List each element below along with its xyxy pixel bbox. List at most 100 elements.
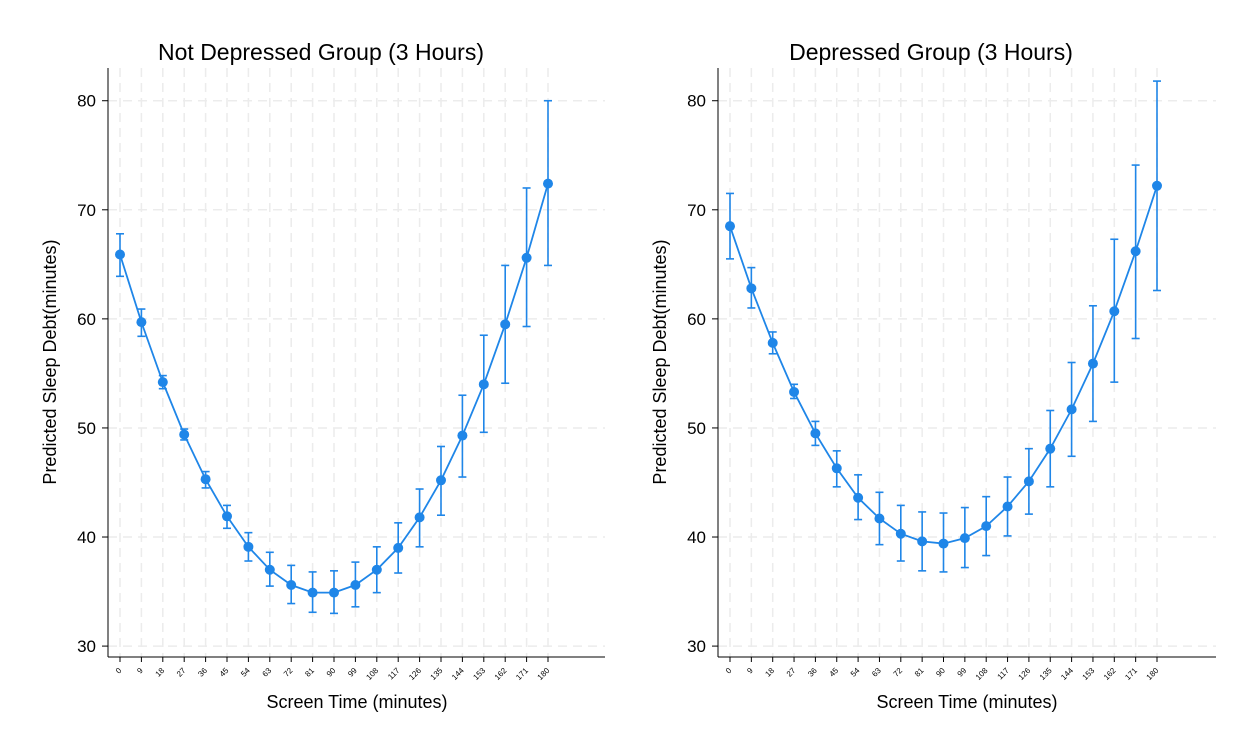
y-tick-label: 70 [687, 201, 706, 220]
x-tick-label: 36 [806, 666, 819, 679]
y-tick-label: 40 [77, 528, 96, 547]
data-point [725, 221, 735, 232]
data-point [243, 541, 254, 552]
x-tick-label: 54 [849, 666, 862, 679]
x-tick-label: 144 [1059, 666, 1075, 682]
data-point [1087, 358, 1098, 369]
data-point [157, 377, 168, 388]
y-tick-label: 40 [687, 528, 706, 547]
data-point [543, 178, 553, 189]
series [725, 80, 1162, 573]
y-axis-label: Predicted Sleep Debt(minutes) [40, 239, 60, 484]
data-point [393, 542, 404, 553]
x-tick-label: 18 [763, 666, 776, 679]
x-tick-label: 162 [493, 666, 509, 682]
data-point [1023, 476, 1034, 487]
x-tick-label: 54 [239, 666, 252, 679]
data-point [746, 283, 757, 294]
x-tick-label: 99 [346, 666, 359, 679]
data-point [222, 511, 232, 522]
x-tick-label: 126 [1017, 666, 1033, 682]
data-point [200, 474, 211, 485]
x-tick-label: 135 [429, 666, 445, 682]
x-tick-label: 180 [536, 666, 552, 682]
x-tick-label: 99 [956, 666, 969, 679]
y-tick-label: 30 [687, 637, 706, 656]
data-point [115, 249, 125, 260]
x-axis-label: Screen Time (minutes) [876, 692, 1057, 712]
x-tick-label: 90 [325, 666, 338, 679]
data-point [874, 513, 885, 524]
data-point [767, 337, 778, 348]
data-point [350, 580, 361, 591]
data-point [789, 386, 800, 397]
x-tick-label: 0 [724, 666, 734, 676]
data-point [938, 538, 949, 549]
data-point [436, 475, 446, 486]
y-tick-label: 60 [687, 310, 706, 329]
data-point [136, 317, 147, 328]
x-tick-label: 162 [1102, 666, 1118, 682]
x-tick-label: 9 [135, 666, 145, 676]
chart-panel-2: 30 40 50 60 70 80 0 9 18 27 36 45 54 63 72 81 90 99 108 117… [650, 39, 1216, 712]
y-axis-label: Predicted Sleep Debt(minutes) [650, 239, 670, 484]
y-tick-label: 80 [77, 92, 96, 111]
x-axis-label: Screen Time (minutes) [266, 692, 447, 712]
x-tick-label: 72 [892, 666, 905, 679]
data-point [895, 528, 906, 539]
data-point [329, 587, 339, 598]
chart-title: Depressed Group (3 Hours) [789, 39, 1073, 65]
x-tick-label: 72 [282, 666, 295, 679]
x-tick-label: 126 [407, 666, 423, 682]
data-point [1066, 404, 1077, 415]
data-point [1152, 180, 1162, 191]
y-tick-label: 70 [77, 201, 96, 220]
data-point [521, 252, 532, 263]
data-point [414, 512, 425, 523]
y-tick-label: 50 [77, 419, 96, 438]
x-tick-label: 0 [114, 666, 124, 676]
data-point [1002, 501, 1013, 512]
x-tick-label: 135 [1038, 666, 1054, 682]
data-point [1045, 443, 1056, 454]
x-tick-label: 171 [1123, 666, 1139, 682]
x-tick-label: 27 [785, 666, 798, 679]
data-point [286, 580, 297, 591]
y-tick-label: 60 [77, 310, 96, 329]
x-tick-label: 36 [196, 666, 209, 679]
data-point [179, 429, 190, 440]
data-point [810, 428, 821, 439]
chart-title: Not Depressed Group (3 Hours) [158, 39, 484, 65]
x-tick-label: 90 [934, 666, 947, 679]
x-tick-label: 108 [364, 666, 380, 682]
x-tick-label: 63 [870, 666, 883, 679]
x-tick-label: 9 [745, 666, 755, 676]
x-tick-label: 63 [261, 666, 274, 679]
x-tick-label: 81 [913, 666, 926, 679]
data-point [371, 564, 382, 575]
data-point [981, 521, 992, 532]
data-point [917, 536, 928, 547]
x-tick-label: 180 [1145, 666, 1161, 682]
data-point [457, 430, 468, 441]
data-point [264, 564, 275, 575]
x-tick-label: 117 [996, 666, 1012, 682]
x-tick-label: 153 [471, 666, 487, 682]
x-tick-label: 117 [386, 666, 402, 682]
x-tick-label: 45 [828, 666, 841, 679]
data-point [500, 319, 511, 330]
x-tick-label: 144 [450, 666, 466, 682]
x-tick-label: 18 [154, 666, 167, 679]
data-point [831, 463, 842, 474]
y-tick-label: 30 [77, 637, 96, 656]
x-tick-label: 108 [974, 666, 990, 682]
y-tick-label: 80 [687, 92, 706, 111]
x-tick-label: 153 [1081, 666, 1097, 682]
x-tick-label: 81 [303, 666, 316, 679]
data-point [307, 587, 318, 598]
data-point [853, 492, 864, 503]
data-point [478, 379, 489, 390]
y-tick-label: 50 [687, 419, 706, 438]
